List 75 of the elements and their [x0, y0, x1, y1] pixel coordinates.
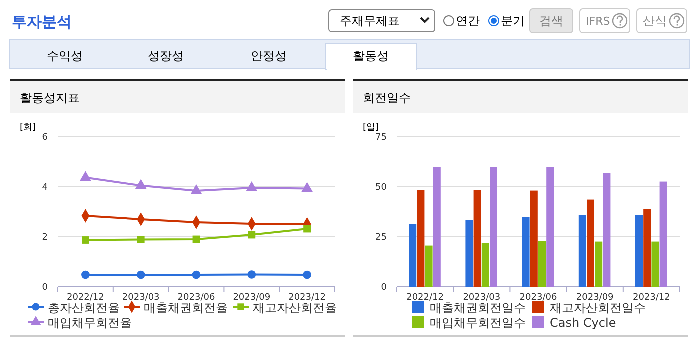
point	[248, 231, 256, 239]
x-tick-label: 2022/12	[67, 293, 104, 303]
legend-label: 총자산회전율	[48, 301, 120, 315]
chart-title: 회전일수	[363, 91, 411, 105]
point	[303, 270, 312, 280]
x-tick-label: 2023/12	[633, 293, 670, 303]
point	[135, 179, 147, 190]
y-tick-label: 6	[42, 133, 48, 143]
bar	[433, 167, 441, 287]
point	[82, 270, 90, 280]
bar	[660, 182, 668, 287]
point	[190, 184, 202, 194]
y-axis-title: [일]	[363, 123, 380, 133]
text: 성장성	[148, 49, 184, 63]
x-tick-label: 2023/06	[178, 293, 216, 303]
bar	[644, 209, 652, 287]
bar	[409, 224, 417, 287]
bar	[595, 242, 603, 287]
x-tick-label: 2023/03	[122, 293, 160, 303]
legend-label: 재고자산회전율	[253, 301, 337, 315]
bar	[425, 246, 433, 287]
bar	[417, 190, 425, 287]
y-tick-label: 0	[42, 283, 48, 293]
point	[248, 270, 256, 279]
point	[192, 270, 201, 280]
bar	[578, 215, 586, 287]
legend-label: 매입채무회전율	[48, 316, 132, 330]
bar	[474, 190, 482, 287]
point	[136, 270, 146, 280]
text: 검색	[540, 14, 564, 28]
bar	[652, 242, 660, 287]
text: 활동성	[353, 49, 389, 63]
legend-label: 매출채권회전일수	[430, 301, 526, 315]
legend-label: 매출채권회전율	[144, 301, 228, 315]
y-tick-label: 25	[376, 233, 387, 243]
y-tick-label: 4	[42, 183, 48, 193]
text: 주재무제표	[340, 14, 400, 28]
y-tick-label: 0	[381, 283, 388, 293]
bar	[466, 220, 474, 287]
x-tick-label: 2022/12	[406, 293, 444, 303]
point	[137, 236, 145, 244]
y-tick-label: 50	[376, 183, 388, 193]
text: 연간	[456, 14, 480, 28]
bar	[530, 190, 538, 287]
text: 투자분석	[12, 13, 72, 31]
y-tick-label: 2	[42, 233, 48, 243]
point	[80, 171, 92, 182]
bar	[490, 167, 498, 287]
text: 수익성	[47, 49, 83, 63]
x-tick-label: 2023/06	[520, 293, 558, 303]
text: 산식	[643, 14, 667, 28]
point	[246, 181, 258, 192]
bar	[546, 167, 554, 287]
x-tick-label: 2023/03	[463, 293, 501, 303]
text: 안정성	[251, 49, 287, 63]
point	[302, 182, 313, 192]
text: 분기	[501, 14, 525, 28]
bar	[587, 200, 594, 287]
text: IFRS	[586, 15, 610, 28]
bar	[538, 241, 546, 287]
point	[304, 225, 312, 233]
chart-title: 활동성지표	[20, 91, 80, 105]
legend-label: 재고자산회전일수	[550, 301, 646, 315]
bar	[482, 243, 490, 287]
bar	[522, 217, 530, 287]
y-axis-title: [회]	[20, 123, 36, 133]
legend-label: 매입채무회전일수	[430, 316, 526, 330]
x-tick-label: 2023/12	[288, 293, 326, 303]
y-tick-label: 75	[376, 133, 387, 143]
legend-label: Cash Cycle	[550, 316, 616, 330]
bar	[636, 215, 643, 287]
bar	[603, 173, 611, 287]
x-tick-label: 2023/09	[233, 293, 271, 303]
point	[82, 236, 90, 244]
x-tick-label: 2023/09	[576, 293, 614, 303]
